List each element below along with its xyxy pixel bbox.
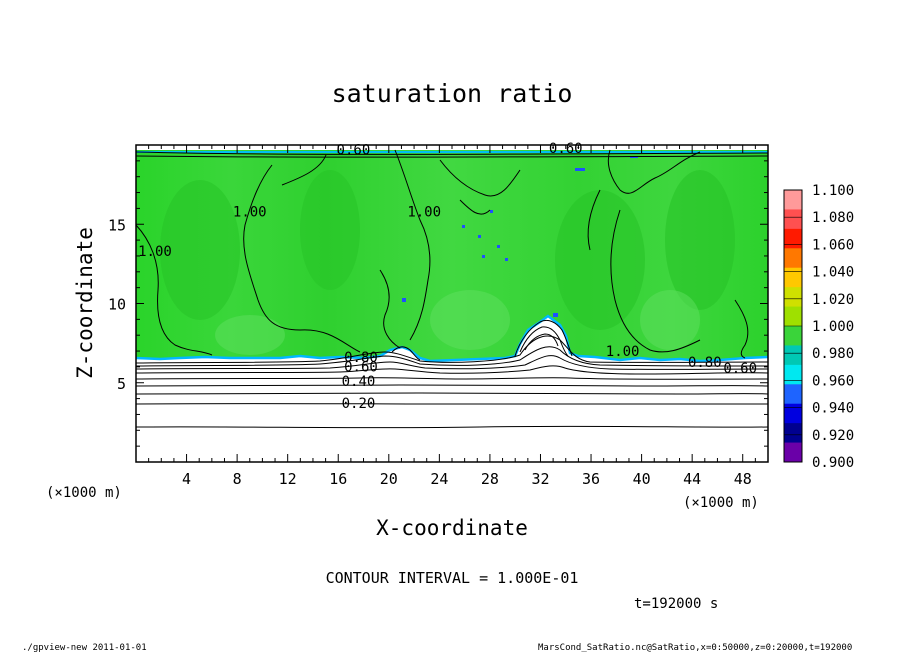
contour-label: 1.00 [233, 204, 267, 220]
contour-label: 0.20 [342, 396, 376, 412]
contour-label: 0.40 [342, 374, 376, 390]
colorbar-swatch [784, 190, 802, 210]
blue-specks [402, 156, 638, 317]
colorbar-swatch [784, 384, 802, 405]
colorbar-label: 1.080 [812, 210, 854, 226]
footer-left: ./gpview-new 2011-01-01 [22, 643, 147, 653]
contour-lines-lower [135, 335, 769, 429]
contour-label: 0.60 [549, 141, 583, 157]
x-tick-label: 48 [734, 470, 752, 488]
y-tick-labels: 5 10 15 [108, 216, 126, 393]
contour-label: 0.60 [337, 143, 371, 159]
colorbar-swatch [784, 364, 802, 385]
colorbar-label: 1.040 [812, 265, 854, 281]
colorbar-label: 1.020 [812, 292, 854, 308]
contour-label: 0.60 [344, 360, 378, 376]
x-tick-label: 16 [329, 470, 347, 488]
contour-interval-text: CONTOUR INTERVAL = 1.000E-01 [326, 569, 579, 587]
y-tick-label: 10 [108, 296, 126, 314]
colorbar-swatch [784, 403, 802, 424]
x-tick-label: 36 [582, 470, 600, 488]
colorbar-label: 0.900 [812, 455, 854, 471]
x-tick-label: 20 [380, 470, 398, 488]
contour-label: 0.80 [688, 355, 722, 371]
y-tick-label: 15 [108, 216, 126, 234]
colorbar-swatch [784, 248, 802, 269]
x-tick-label: 4 [182, 470, 191, 488]
colorbar-label: 0.920 [812, 428, 854, 444]
colorbar-swatch [784, 442, 802, 463]
plot-area: 0.60 0.601.001.00 1.001.000.800.600.400.20… [135, 141, 769, 463]
colorbar-swatch [784, 287, 802, 308]
contour-labels: 0.60 0.601.001.00 1.001.000.800.600.400.20… [138, 141, 757, 412]
field-highlights [215, 290, 700, 355]
contour-label: 0.80 [344, 350, 378, 366]
colorbar-label: 0.980 [812, 346, 854, 362]
footer-right: MarsCond_SatRatio.nc@SatRatio,x=0:50000,… [538, 643, 852, 653]
contour-lines-upper [135, 149, 769, 359]
colorbar-swatch [784, 228, 802, 249]
x-axis-label: X-coordinate [376, 516, 528, 540]
y-tick-label: 5 [117, 375, 126, 393]
colorbar-swatch [784, 345, 802, 366]
x-tick-label: 32 [531, 470, 549, 488]
axis-ticks [136, 145, 768, 462]
contour-label: 1.00 [407, 204, 441, 220]
x-tick-label: 24 [430, 470, 448, 488]
x-tick-label: 40 [633, 470, 651, 488]
colorbar-label: 1.100 [812, 183, 854, 199]
y-axis-label: Z-coordinate [73, 227, 97, 379]
x-tick-label: 44 [683, 470, 701, 488]
contour-label: 0.60 [723, 361, 757, 377]
colorbar-label: 1.060 [812, 237, 854, 253]
colorbar-swatch [784, 326, 802, 346]
colorbar-label: 0.940 [812, 401, 854, 417]
lower-atmosphere-region [136, 358, 768, 462]
convective-tower-contours [391, 319, 573, 361]
x-tick-labels: 4 8 12 16 20 24 28 32 36 40 44 48 [182, 470, 752, 488]
x-tick-label: 12 [279, 470, 297, 488]
colorbar-label: 1.000 [812, 319, 854, 335]
field-shading [160, 170, 735, 330]
colorbar: 1.100 1.080 1.060 1.040 1.020 1.000 0.980 0.960… [783, 183, 854, 471]
x-tick-label: 8 [233, 470, 242, 488]
colorbar-swatch [784, 306, 802, 327]
chart-title: saturation ratio [332, 79, 573, 108]
x-unit-left: (×1000 m) [46, 485, 122, 501]
colorbar-label: 0.960 [812, 373, 854, 389]
contour-label: 1.00 [138, 244, 172, 260]
colorbar-swatch [784, 267, 802, 288]
contour-label: 1.00 [606, 344, 640, 360]
cloud-base-rim [135, 314, 769, 363]
colorbar-swatch [784, 423, 802, 444]
x-tick-label: 28 [481, 470, 499, 488]
x-unit-right: (×1000 m) [683, 495, 759, 511]
colorbar-swatch [784, 209, 802, 230]
time-text: t=192000 s [634, 596, 718, 612]
